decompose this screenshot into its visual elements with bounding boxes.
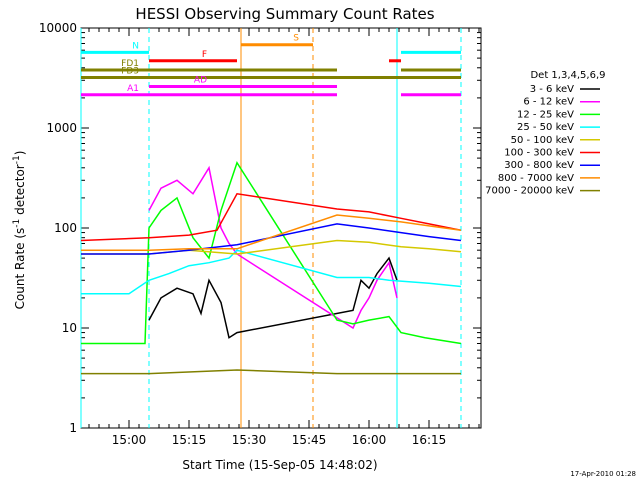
legend-label-2: 6 - 12 keV xyxy=(523,97,574,108)
legend-label-6: 100 - 300 keV xyxy=(504,148,574,159)
series-line-1 xyxy=(148,256,398,339)
state-label-f: F xyxy=(202,50,207,60)
y-tick-label: 10000 xyxy=(39,21,77,35)
state-label-fd3: FD3 xyxy=(121,66,139,76)
legend-label-9: 7000 - 20000 keV xyxy=(485,186,574,197)
legend-label-7: 300 - 800 keV xyxy=(504,160,574,171)
y-axis-label-close: ) xyxy=(13,151,27,156)
series-line-5 xyxy=(81,239,462,255)
x-tick-label: 15:15 xyxy=(172,433,207,447)
legend-title: Det 1,3,4,5,6,9 xyxy=(530,70,605,81)
state-label-a1: A1 xyxy=(127,84,139,94)
legend-label-3: 12 - 25 keV xyxy=(517,109,574,120)
state-label-ad: AD xyxy=(194,76,207,86)
state-label-fd1: FD1 xyxy=(121,59,139,69)
series-line-9 xyxy=(81,369,461,375)
y-tick-label: 100 xyxy=(54,221,77,235)
y-tick-label: 1000 xyxy=(46,121,77,135)
series-line-4 xyxy=(81,249,462,295)
x-axis-label: Start Time (15-Sep-05 14:48:02) xyxy=(182,458,377,472)
state-label-s: S xyxy=(293,34,299,44)
legend-label-4: 25 - 50 keV xyxy=(517,122,574,133)
x-tick-label: 15:00 xyxy=(112,433,147,447)
chart-title: HESSI Observing Summary Count Rates xyxy=(135,5,434,23)
series-line-8 xyxy=(81,214,462,251)
x-tick-label: 16:15 xyxy=(412,433,447,447)
plot-timestamp: 17-Apr-2010 01:28 xyxy=(570,470,636,478)
series-line-6 xyxy=(80,192,462,242)
legend-label-8: 800 - 7000 keV xyxy=(498,173,574,184)
x-tick-label: 16:00 xyxy=(352,433,387,447)
plot-area: 1 10 100 1000 10000 15:00 15:15 15:30 15:45 16:00… xyxy=(39,21,482,447)
y-axis-label: Count Rate (s-1 detector-1) xyxy=(12,151,27,310)
series-line-7 xyxy=(81,223,462,255)
legend-label-1: 3 - 6 keV xyxy=(530,84,574,95)
x-tick-label: 15:30 xyxy=(232,433,267,447)
y-axis-label-sup: -1 xyxy=(12,219,22,228)
state-label-n: N xyxy=(132,41,139,51)
y-axis-label-sup2: -1 xyxy=(12,155,22,164)
series-line-3 xyxy=(81,160,462,345)
y-tick-label: 1 xyxy=(69,421,77,435)
y-axis-label-tail: detector xyxy=(13,164,27,219)
y-axis-label-main: Count Rate (s xyxy=(13,228,27,310)
y-tick-label: 10 xyxy=(62,321,77,335)
x-tick-label: 15:45 xyxy=(292,433,327,447)
svg-text:Count Rate (s-1 detector-1): Count Rate (s-1 detector-1) xyxy=(12,151,27,310)
series-line-2 xyxy=(148,165,398,330)
legend-label-5: 50 - 100 keV xyxy=(511,135,575,146)
